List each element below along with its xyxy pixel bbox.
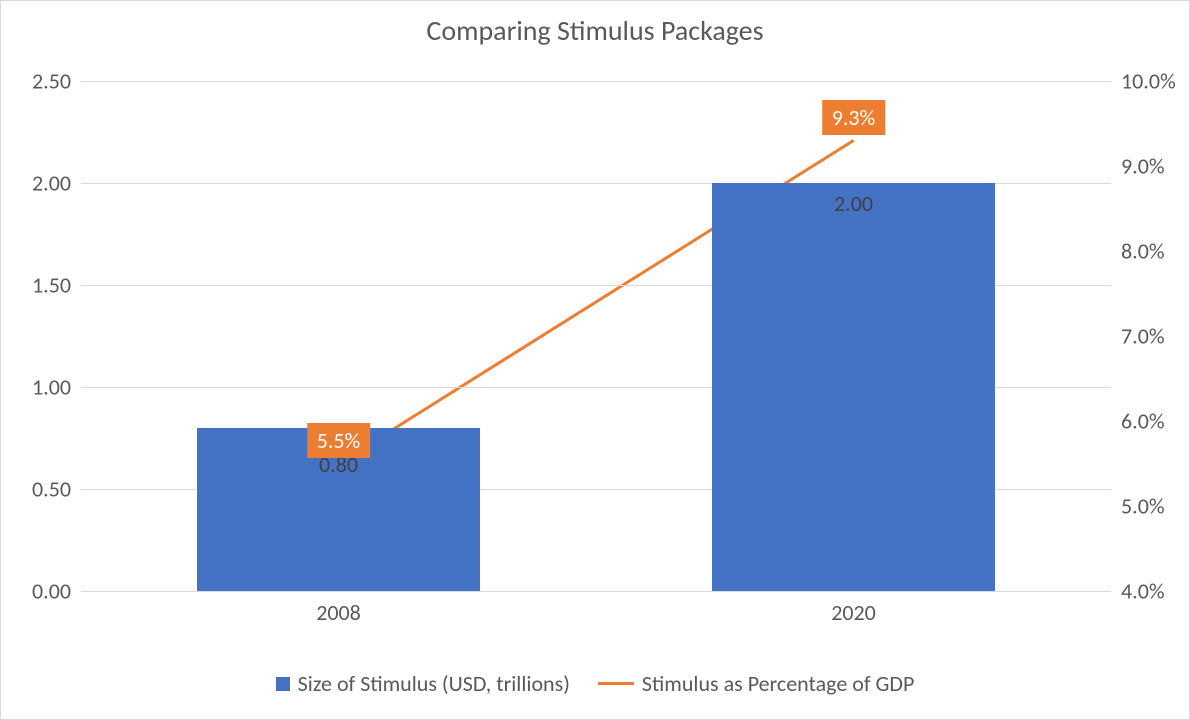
- bar: [712, 183, 995, 591]
- y-right-tick: 4.0%: [1121, 578, 1165, 605]
- gridline: [81, 591, 1111, 592]
- x-tick-label: 2020: [831, 599, 876, 626]
- legend-item-bar: Size of Stimulus (USD, trillions): [276, 670, 570, 697]
- y-right-tick: 5.0%: [1121, 493, 1165, 520]
- y-right-tick: 10.0%: [1121, 68, 1176, 95]
- plot-area: 0.000.501.001.502.002.504.0%5.0%6.0%7.0%…: [81, 81, 1111, 591]
- line-data-label: 5.5%: [307, 423, 371, 458]
- y-left-tick: 1.50: [32, 272, 71, 299]
- legend-item-line: Stimulus as Percentage of GDP: [598, 670, 914, 697]
- y-left-tick: 1.00: [32, 374, 71, 401]
- legend: Size of Stimulus (USD, trillions) Stimul…: [1, 670, 1189, 697]
- y-right-tick: 8.0%: [1121, 238, 1165, 265]
- chart-container: Comparing Stimulus Packages 0.000.501.00…: [0, 0, 1190, 720]
- y-left-tick: 2.00: [32, 170, 71, 197]
- legend-bar-label: Size of Stimulus (USD, trillions): [298, 670, 570, 697]
- y-left-tick: 2.50: [32, 68, 71, 95]
- legend-line-label: Stimulus as Percentage of GDP: [642, 670, 914, 697]
- y-right-tick: 6.0%: [1121, 408, 1165, 435]
- bar-value-label: 2.00: [712, 190, 995, 217]
- chart-title: Comparing Stimulus Packages: [1, 1, 1189, 48]
- gridline: [81, 81, 1111, 82]
- y-left-tick: 0.00: [32, 578, 71, 605]
- y-right-tick: 7.0%: [1121, 323, 1165, 350]
- y-left-tick: 0.50: [32, 476, 71, 503]
- x-tick-label: 2008: [316, 599, 361, 626]
- legend-swatch-line-icon: [598, 682, 634, 685]
- legend-swatch-bar-icon: [276, 677, 290, 691]
- line-data-label: 9.3%: [822, 100, 886, 135]
- y-right-tick: 9.0%: [1121, 153, 1165, 180]
